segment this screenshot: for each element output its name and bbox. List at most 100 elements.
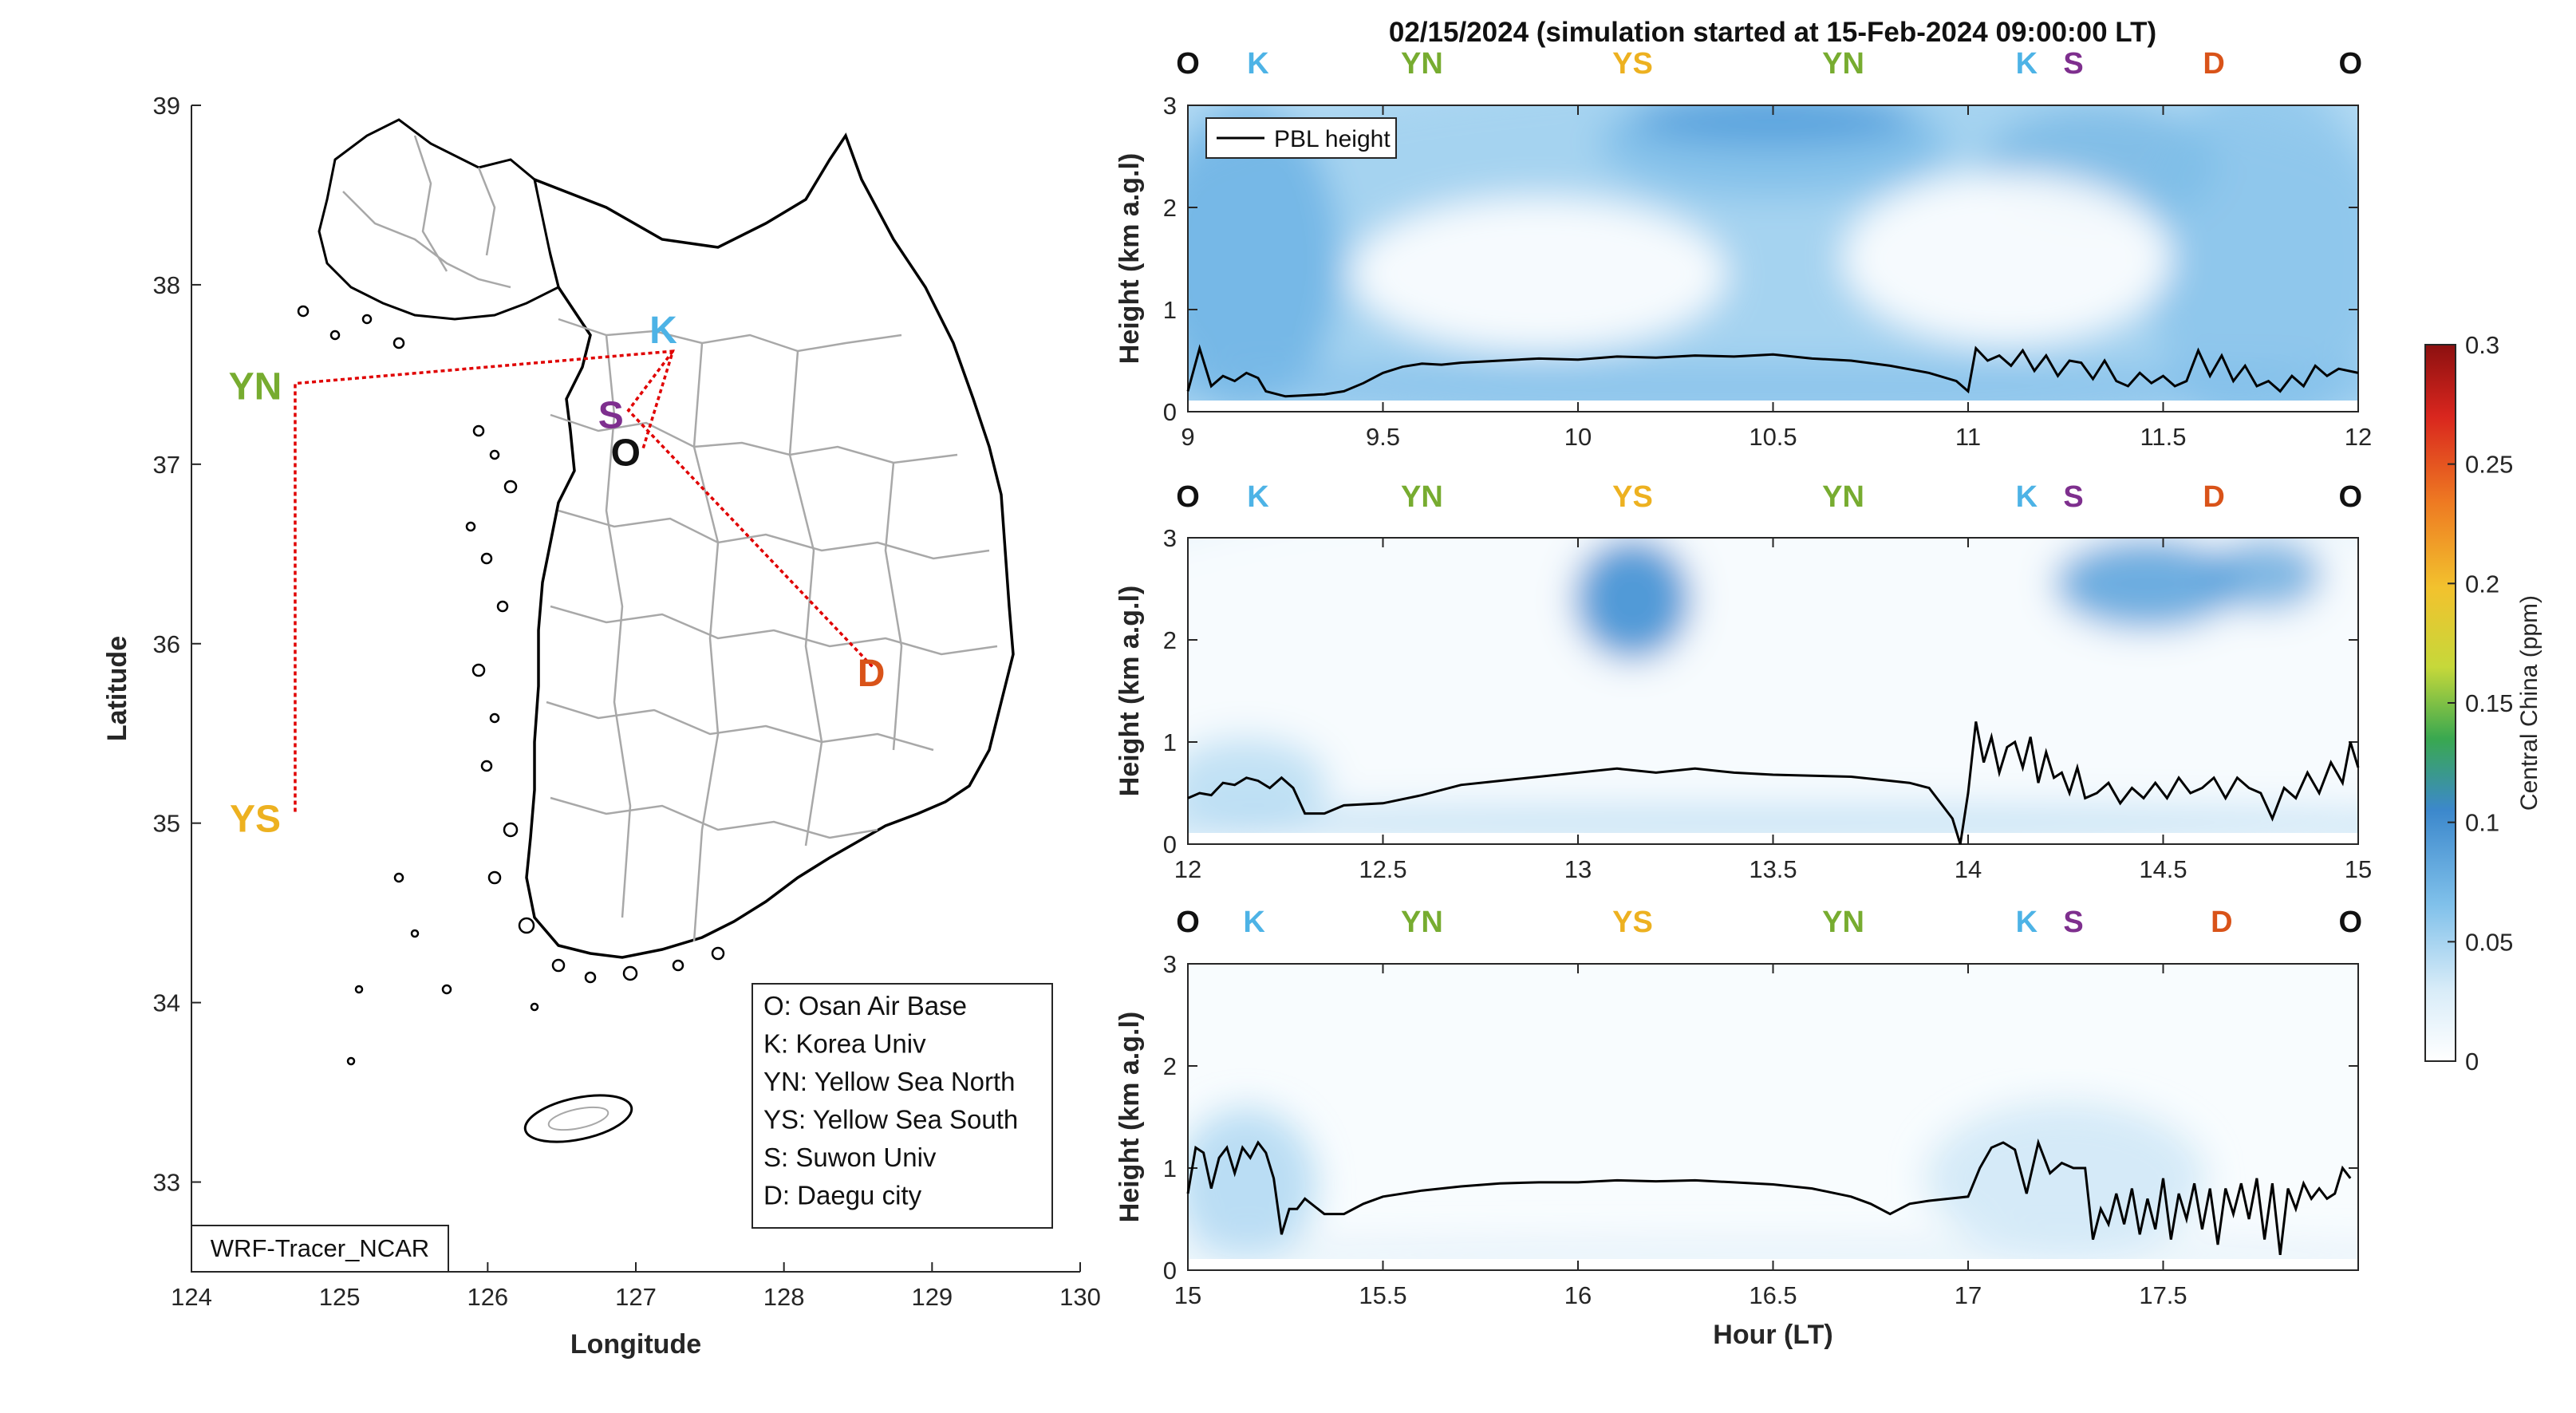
ytick-label: 1 [1163, 1154, 1177, 1182]
map-site-d: D [858, 653, 886, 695]
site-marker-yn: YN [1401, 47, 1443, 81]
map-site-s: S [598, 394, 624, 436]
site-marker-ys: YS [1612, 906, 1653, 939]
site-legend-item: D: Daegu city [763, 1181, 922, 1210]
xlabel: Hour (LT) [1713, 1320, 1832, 1350]
colorbar-tick-label: 0.05 [2465, 928, 2513, 956]
site-marker-k: K [2016, 480, 2038, 514]
xtick-label: 14.5 [2139, 855, 2187, 883]
site-marker-k: K [1243, 906, 1265, 939]
colorbar-tick-label: 0.3 [2465, 331, 2499, 359]
colorbar-tick-label: 0.1 [2465, 809, 2499, 837]
xtick-label: 9.5 [1366, 423, 1400, 451]
field-blob [1632, 105, 1914, 145]
field-blob [1351, 197, 1726, 351]
colorbar-tick-label: 0 [2465, 1048, 2479, 1076]
site-marker-yn: YN [1401, 906, 1443, 939]
ylabel: Height (km a.g.l) [1114, 153, 1145, 364]
site-marker-yn: YN [1822, 47, 1864, 81]
map-ytick-label: 36 [153, 630, 180, 658]
map-ytick-label: 33 [153, 1169, 180, 1197]
map-ylabel: Latitude [102, 636, 132, 741]
site-marker-k: K [2016, 906, 2038, 939]
site-marker-k: K [1247, 47, 1269, 81]
colorbar-label: Central China (ppm) [2516, 595, 2542, 811]
xtick-label: 15.5 [1359, 1281, 1406, 1309]
site-marker-yn: YN [1822, 480, 1864, 514]
map-site-k: K [649, 310, 677, 352]
site-legend-item: YN: Yellow Sea North [763, 1067, 1016, 1096]
site-marker-o: O [1176, 47, 1200, 81]
map-ticks: 124 125 126 127 128 129 130 33 34 35 36 37 38 39 [153, 92, 1101, 1311]
figure-title: 02/15/2024 (simulation started at 15-Feb… [1389, 17, 2156, 48]
site-marker-o: O [1176, 906, 1200, 939]
xtick-label: 9 [1181, 423, 1194, 451]
site-legend-item: S: Suwon Univ [763, 1143, 937, 1172]
site-marker-yn: YN [1822, 906, 1864, 939]
map-xtick-label: 124 [171, 1283, 212, 1311]
map-ytick-label: 35 [153, 810, 180, 838]
map-ytick-label: 34 [153, 989, 180, 1017]
admin-boundaries [342, 135, 998, 942]
xtick-label: 12 [2345, 423, 2372, 451]
model-label: WRF-Tracer_NCAR [211, 1234, 429, 1262]
xtick-label: 17.5 [2139, 1281, 2187, 1309]
field-blob [2206, 538, 2323, 612]
north-korea-region [318, 118, 560, 321]
site-legend-item: YS: Yellow Sea South [763, 1105, 1018, 1135]
field-base [1188, 964, 2358, 1270]
field-blob [1188, 538, 2358, 844]
map-ytick-label: 38 [153, 271, 180, 299]
xtick-label: 10.5 [1749, 423, 1797, 451]
site-legend-box [751, 983, 1053, 1229]
site-marker-o: O [1176, 480, 1200, 514]
ytick-label: 1 [1163, 728, 1177, 756]
ytick-label: 2 [1163, 1052, 1177, 1080]
site-marker-k: K [1247, 480, 1269, 514]
panel-legend: PBL height [1205, 117, 1397, 159]
coastal-islands [297, 305, 725, 1066]
ytick-label: 0 [1163, 1257, 1177, 1285]
site-marker-k: K [2016, 47, 2038, 81]
site-marker-d: D [2203, 47, 2224, 81]
xtick-label: 11 [1955, 423, 1981, 451]
ytick-label: 2 [1163, 626, 1177, 654]
xtick-label: 16.5 [1749, 1281, 1797, 1309]
field-blob [1188, 804, 2358, 842]
pbl-height-line [1186, 1138, 2352, 1255]
colorbar-tick-label: 0.2 [2465, 570, 2499, 598]
xtick-label: 12 [1174, 855, 1201, 883]
model-label-box [191, 1225, 449, 1273]
map-xtick-label: 125 [319, 1283, 361, 1311]
site-legend-item: O: Osan Air Base [763, 991, 967, 1020]
legend-label: PBL height [1274, 126, 1391, 152]
colorbar-tick-label: 0.15 [2465, 689, 2513, 717]
pbl-height-line [1187, 721, 2360, 845]
map-xtick-label: 127 [615, 1283, 657, 1311]
colorbar: 0 0.05 0.1 0.15 0.2 0.25 0.3 Central China (pp… [2424, 331, 2542, 1076]
map-ytick-label: 39 [153, 92, 180, 120]
route-line-west [294, 349, 675, 815]
jeju-boundary [547, 1106, 609, 1131]
pbl-height-line [1186, 344, 2359, 398]
site-marker-s: S [2063, 480, 2083, 514]
site-marker-o: O [2338, 906, 2362, 939]
xtick-label: 16 [1564, 1281, 1592, 1309]
jeju-island [523, 1094, 633, 1143]
ylabel: Height (km a.g.l) [1114, 586, 1145, 796]
flight-route [294, 349, 874, 815]
xtick-label: 13 [1564, 855, 1592, 883]
ytick-label: 2 [1163, 194, 1177, 222]
xtick-label: 14 [1955, 855, 1982, 883]
map-xlabel: Longitude [570, 1329, 701, 1360]
map-xtick-label: 130 [1059, 1283, 1101, 1311]
map-xtick-label: 126 [467, 1283, 508, 1311]
map-site-labels: YN YS KSO D [229, 310, 886, 840]
map-site-ys: YS [230, 798, 281, 840]
field-blob [1188, 105, 1340, 412]
colorbar-tick-label: 0.25 [2465, 451, 2513, 479]
route-line-east [626, 350, 874, 669]
field-blob [1574, 538, 1691, 661]
concentration-field [1188, 538, 2358, 844]
